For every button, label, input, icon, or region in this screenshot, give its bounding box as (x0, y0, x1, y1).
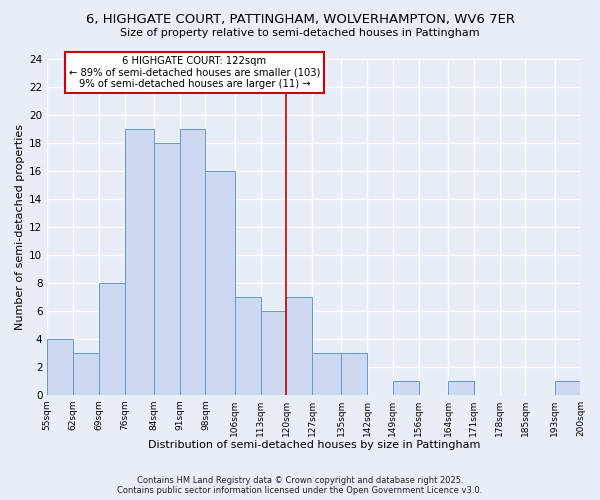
Bar (312, 352, 341, 395)
Bar (260, 310, 286, 394)
Bar (341, 352, 367, 395)
Bar (125, 129, 154, 394)
Bar (73, 352, 99, 395)
Text: Size of property relative to semi-detached houses in Pattingham: Size of property relative to semi-detach… (120, 28, 480, 38)
Bar (154, 143, 179, 395)
Bar (448, 380, 474, 394)
Bar (99, 282, 125, 395)
Y-axis label: Number of semi-detached properties: Number of semi-detached properties (15, 124, 25, 330)
Bar (393, 380, 419, 394)
Bar (555, 380, 580, 394)
Bar (205, 171, 235, 394)
X-axis label: Distribution of semi-detached houses by size in Pattingham: Distribution of semi-detached houses by … (148, 440, 480, 450)
Bar (179, 129, 205, 394)
Text: 6 HIGHGATE COURT: 122sqm
← 89% of semi-detached houses are smaller (103)
9% of s: 6 HIGHGATE COURT: 122sqm ← 89% of semi-d… (68, 56, 320, 90)
Bar (235, 296, 260, 394)
Text: Contains HM Land Registry data © Crown copyright and database right 2025.
Contai: Contains HM Land Registry data © Crown c… (118, 476, 482, 495)
Text: 6, HIGHGATE COURT, PATTINGHAM, WOLVERHAMPTON, WV6 7ER: 6, HIGHGATE COURT, PATTINGHAM, WOLVERHAM… (86, 12, 515, 26)
Bar (286, 296, 312, 394)
Bar (47, 338, 73, 394)
